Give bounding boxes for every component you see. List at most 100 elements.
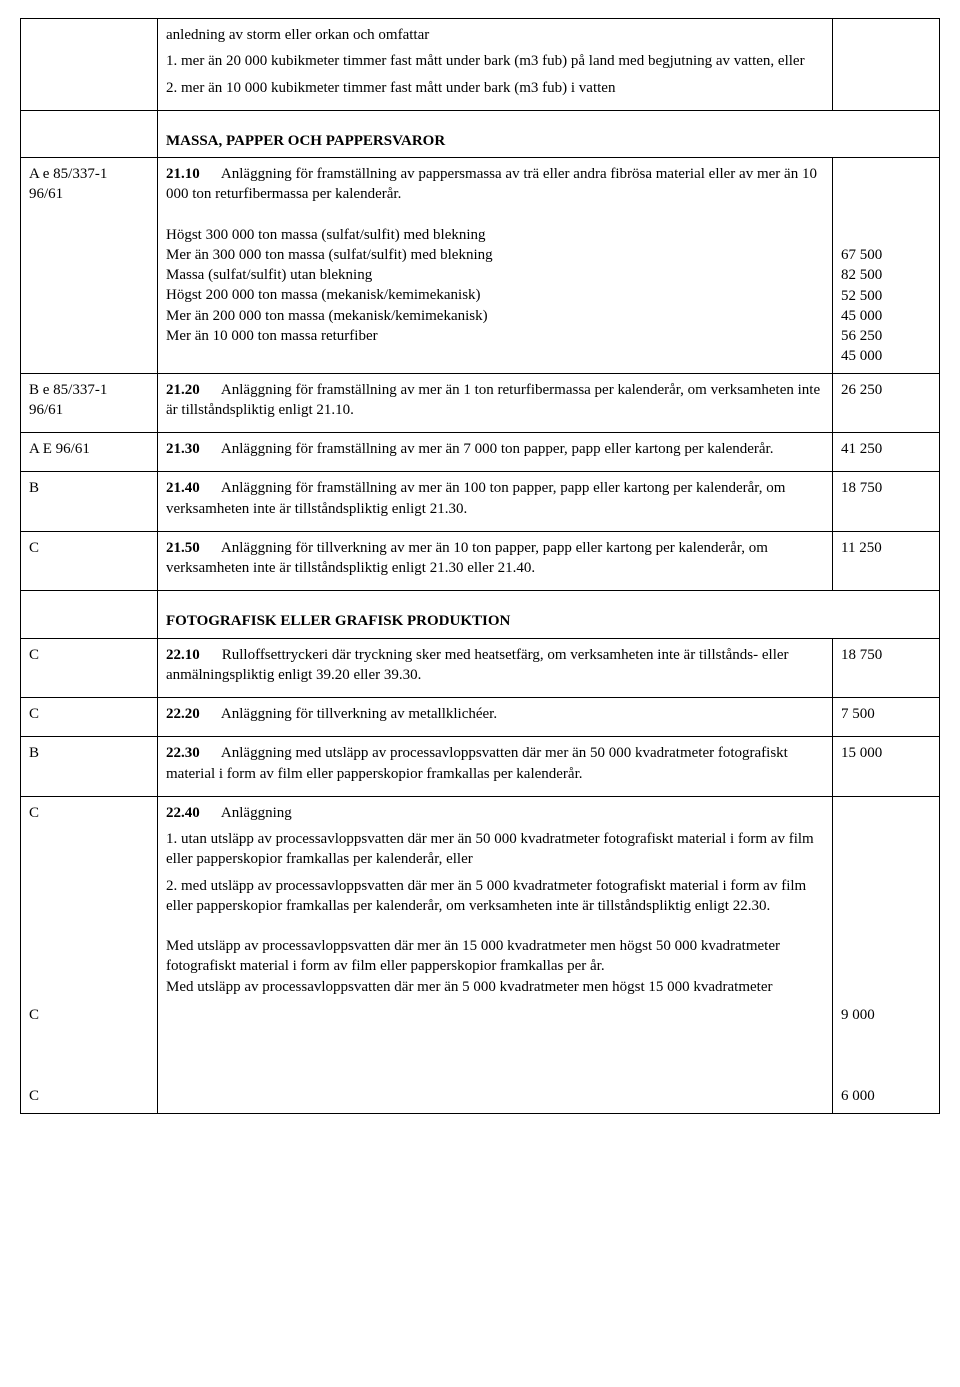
table-row: B e 85/337-196/6121.20 Anläggning för fr… [21,373,940,433]
table-row: FOTOGRAFISK ELLER GRAFISK PRODUKTION [21,591,940,638]
code-line [29,1026,149,1046]
code-line [29,924,149,944]
table-row: B 22.30 Anläggning med utsläpp av process… [21,737,940,797]
code-line: B [29,743,149,763]
code-line: A e 85/337-1 [29,164,149,184]
code-line [29,843,149,863]
code-cell: A e 85/337-196/61 [21,158,158,374]
table-row: MASSA, PAPPER OCH PAPPERSVAROR [21,110,940,157]
subline: Mer än 200 000 ton massa (mekanisk/kemim… [166,306,824,326]
value-cell: 41 250 [833,433,940,472]
value-line: 45 000 [841,346,931,366]
value-spacer [841,904,931,924]
entry-lead: 21.30 Anläggning för framställning av me… [166,439,824,459]
value-spacer [841,823,931,843]
value-line: 9 000 [841,1005,931,1025]
code-line [29,1046,149,1066]
entry-lead-text: Rulloffsettryckeri där tryckning sker me… [166,647,789,683]
entry-lead: 22.20 Anläggning för tillverkning av met… [166,704,824,724]
entry-lead-text: Anläggning för tillverkning av metallkli… [218,706,497,722]
entry-lead: 22.10 Rulloffsettryckeri där tryckning s… [166,645,824,686]
code-cell: C [21,638,158,698]
entry-number: 21.30 [166,439,218,459]
value-spacer [841,945,931,965]
entry-lead: 22.40 Anläggning [166,803,824,823]
code-line: C [29,538,149,558]
table-row: C 22.20 Anläggning för tillverkning av me… [21,698,940,737]
paragraph: 1. mer än 20 000 kubikmeter timmer fast … [166,51,824,71]
entry-lead-text: Anläggning för framställning av mer än 1… [166,480,785,516]
value-line [841,1066,931,1086]
code-line: B [29,478,149,498]
value-line: 7 500 [841,704,931,724]
code-line [29,904,149,924]
description-cell: 21.50 Anläggning för tillverkning av mer… [158,531,833,591]
code-line: C [29,1086,149,1106]
table-row: A e 85/337-196/6121.10 Anläggning för fr… [21,158,940,374]
description-cell: 22.10 Rulloffsettryckeri där tryckning s… [158,638,833,698]
table-row: C C C22.40 Anläggning1. utan utsläpp av … [21,796,940,1113]
entry-lead: 21.40 Anläggning för framställning av me… [166,478,824,519]
description-cell: anledning av storm eller orkan och omfat… [158,19,833,111]
value-line: 82 500 [841,265,931,285]
value-spacer [841,864,931,884]
code-line: C [29,704,149,724]
value-line: 67 500 [841,245,931,265]
code-line [29,985,149,1005]
value-cell: 7 500 [833,698,940,737]
code-cell: B [21,472,158,532]
value-spacer [841,205,931,225]
entry-number: 21.20 [166,380,218,400]
value-line: 56 250 [841,326,931,346]
value-line [841,1046,931,1066]
entry-number: 21.40 [166,478,218,498]
code-line: C [29,645,149,665]
table-row: anledning av storm eller orkan och omfat… [21,19,940,111]
entry-lead-text: Anläggning för framställning av pappersm… [166,166,817,202]
value-cell: 18 750 [833,638,940,698]
paragraph: 2. med utsläpp av processavloppsvatten d… [166,876,824,917]
code-line [29,965,149,985]
entry-number: 22.10 [166,645,218,665]
value-cell [833,19,940,111]
paragraph: anledning av storm eller orkan och omfat… [166,25,824,45]
value-line: 18 750 [841,478,931,498]
subline: Massa (sulfat/sulfit) utan blekning [166,265,824,285]
value-line: 45 000 [841,306,931,326]
description-cell: 22.20 Anläggning för tillverkning av met… [158,698,833,737]
description-cell: 21.40 Anläggning för framställning av me… [158,472,833,532]
code-line [29,884,149,904]
subline: Högst 300 000 ton massa (sulfat/sulfit) … [166,225,824,245]
value-spacer [841,843,931,863]
subline-list: Med utsläpp av processavloppsvatten där … [166,936,824,997]
entry-lead-text: Anläggning för framställning av mer än 1… [166,382,820,418]
value-line: 41 250 [841,439,931,459]
value-line: 15 000 [841,743,931,763]
code-line [29,945,149,965]
value-line: 26 250 [841,380,931,400]
code-cell: C [21,531,158,591]
value-spacer [841,965,931,985]
entry-lead-text: Anläggning [218,805,292,821]
code-line [29,1066,149,1086]
subline: Högst 200 000 ton massa (mekanisk/kemime… [166,285,824,305]
entry-lead: 21.20 Anläggning för framställning av me… [166,380,824,421]
code-line: B e 85/337-1 [29,380,149,400]
entry-lead: 21.10 Anläggning för framställning av pa… [166,164,824,205]
value-spacer [841,985,931,1005]
subline-list: Högst 300 000 ton massa (sulfat/sulfit) … [166,225,824,347]
subline: Med utsläpp av processavloppsvatten där … [166,936,824,977]
code-cell: B [21,737,158,797]
section-heading: MASSA, PAPPER OCH PAPPERSVAROR [166,131,931,151]
code-cell [21,110,158,157]
entry-number: 22.40 [166,803,218,823]
entry-lead-text: Anläggning med utsläpp av processavlopps… [166,745,788,781]
entry-number: 21.50 [166,538,218,558]
value-cell: 18 750 [833,472,940,532]
entry-number: 21.10 [166,164,218,184]
value-line: 6 000 [841,1086,931,1106]
entry-lead-text: Anläggning för framställning av mer än 7… [218,441,773,457]
description-cell: 21.10 Anläggning för framställning av pa… [158,158,833,374]
code-cell [21,591,158,638]
entry-lead: 22.30 Anläggning med utsläpp av processa… [166,743,824,784]
